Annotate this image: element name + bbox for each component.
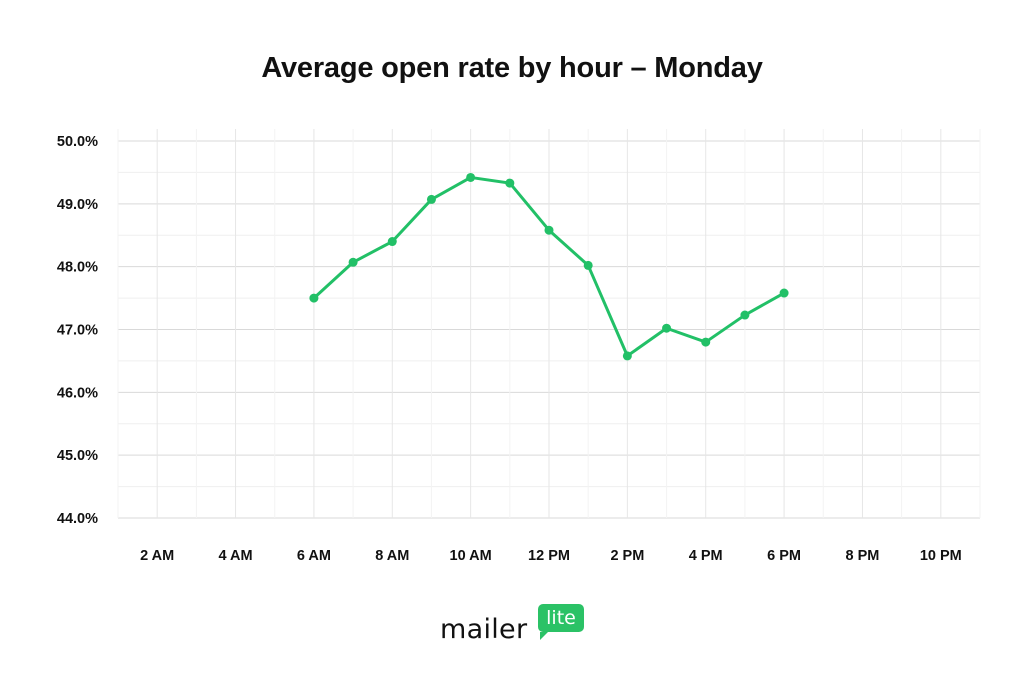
logo-badge: lite bbox=[538, 604, 584, 640]
data-point bbox=[701, 337, 711, 347]
data-point bbox=[622, 351, 632, 361]
x-axis-labels: 2 AM 4 AM 6 AM 8 AM 10 AM 12 PM 2 PM 4 PM 6 PM 8 … bbox=[140, 548, 962, 564]
y-tick-label: 45.0% bbox=[57, 448, 98, 464]
y-axis-labels: 44.0% 45.0% 46.0% 47.0% 48.0% 49.0% 50.0% bbox=[57, 134, 98, 527]
x-tick-label: 10 PM bbox=[920, 548, 962, 564]
data-point bbox=[544, 225, 554, 235]
y-tick-label: 46.0% bbox=[57, 385, 98, 401]
logo-word: mailer bbox=[440, 614, 528, 645]
x-tick-label: 10 AM bbox=[450, 548, 492, 564]
y-tick-label: 48.0% bbox=[57, 260, 98, 276]
data-point bbox=[466, 172, 476, 182]
y-tick-label: 47.0% bbox=[57, 323, 98, 339]
series-layer bbox=[309, 172, 789, 361]
data-point bbox=[505, 178, 515, 188]
mailerlite-logo: mailer lite bbox=[440, 604, 590, 645]
data-point bbox=[309, 293, 319, 303]
data-point bbox=[348, 257, 358, 267]
data-point bbox=[583, 260, 593, 270]
x-tick-label: 8 AM bbox=[375, 548, 409, 564]
logo-badge-text: lite bbox=[546, 607, 576, 629]
x-tick-label: 4 PM bbox=[689, 548, 723, 564]
x-tick-label: 8 PM bbox=[846, 548, 880, 564]
data-point bbox=[387, 237, 397, 247]
data-point bbox=[662, 323, 672, 333]
x-tick-label: 4 AM bbox=[218, 548, 252, 564]
x-tick-label: 6 AM bbox=[297, 548, 331, 564]
chart-title: Average open rate by hour – Monday bbox=[261, 52, 763, 84]
y-tick-label: 50.0% bbox=[57, 134, 98, 150]
grid-lines bbox=[117, 129, 981, 519]
x-tick-label: 2 AM bbox=[140, 548, 174, 564]
data-point bbox=[426, 194, 436, 204]
y-tick-label: 44.0% bbox=[57, 511, 98, 527]
x-tick-label: 2 PM bbox=[610, 548, 644, 564]
x-tick-label: 12 PM bbox=[528, 548, 570, 564]
data-point bbox=[740, 310, 750, 320]
y-tick-label: 49.0% bbox=[57, 197, 98, 213]
data-point bbox=[779, 288, 789, 298]
x-tick-label: 6 PM bbox=[767, 548, 801, 564]
